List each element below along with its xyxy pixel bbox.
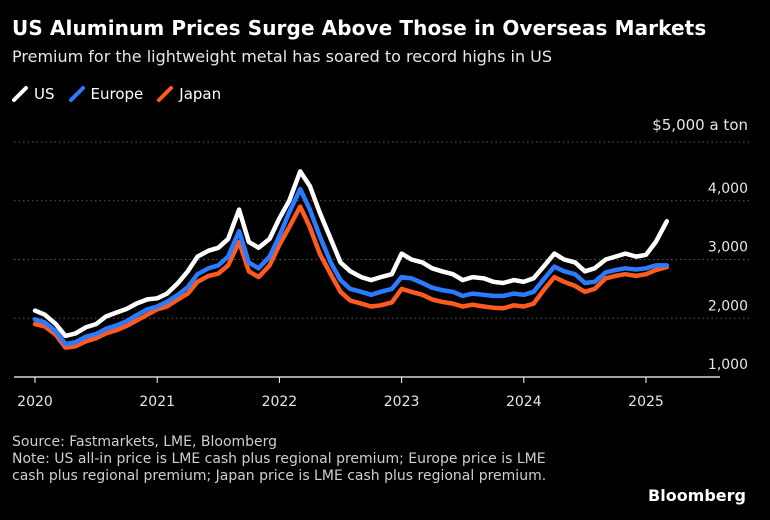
x-tick-label-2022: 2022	[262, 394, 298, 410]
x-tick-label-2024: 2024	[506, 394, 542, 410]
legend-label-us: US	[34, 85, 55, 103]
y-tick-label-1000: 1,000	[708, 357, 748, 373]
series-lines	[32, 169, 670, 350]
series-line-us	[32, 169, 670, 339]
legend-swatch-us	[12, 86, 28, 102]
note-text: Note: US all-in price is LME cash plus r…	[12, 451, 547, 484]
x-tick-label-2023: 2023	[384, 394, 420, 410]
x-tick-label-2020: 2020	[17, 394, 53, 410]
x-tick-label-2025: 2025	[628, 394, 664, 410]
bloomberg-logo: Bloomberg	[648, 486, 746, 505]
legend-item-japan: Japan	[157, 85, 221, 103]
x-axis: 2020 2021 2022 2023 2024 2025	[14, 376, 720, 410]
chart-subtitle: Premium for the lightweight metal has so…	[12, 47, 553, 66]
legend-item-europe: Europe	[68, 85, 144, 103]
x-tick-label-2021: 2021	[139, 394, 175, 410]
y-tick-label-2000: 2,000	[708, 298, 748, 314]
legend-swatch-europe	[68, 86, 85, 102]
source-text: Source: Fastmarkets, LME, Bloomberg	[12, 434, 278, 450]
legend: US Europe Japan	[12, 85, 221, 103]
y-tick-label-5000: $5,000 a ton	[652, 116, 748, 134]
series-line-japan	[32, 204, 670, 350]
chart-title: US Aluminum Prices Surge Above Those in …	[12, 16, 707, 40]
grid-lines: 1,000 2,000 3,000 4,000 $5,000 a ton	[14, 116, 750, 373]
legend-swatch-us-mark	[12, 86, 28, 102]
y-tick-label-4000: 4,000	[708, 181, 748, 197]
series-line-europe	[32, 186, 670, 347]
chart-footer: Source: Fastmarkets, LME, Bloomberg Note…	[12, 434, 572, 485]
legend-item-us: US	[12, 85, 55, 103]
legend-label-japan: Japan	[179, 85, 222, 103]
legend-label-europe: Europe	[90, 85, 144, 103]
legend-swatch-japan-mark	[157, 86, 174, 102]
legend-swatch-japan	[157, 86, 174, 102]
y-tick-label-3000: 3,000	[708, 240, 748, 256]
legend-swatch-europe-mark	[68, 86, 85, 102]
